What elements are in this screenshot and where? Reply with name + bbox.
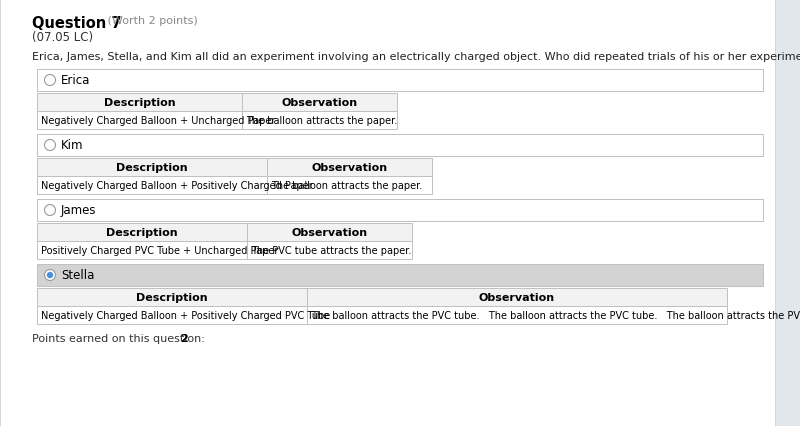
Text: Kim: Kim: [61, 139, 83, 152]
Text: Erica: Erica: [61, 74, 90, 87]
Bar: [37, 70, 763, 92]
Text: The balloon attracts the PVC tube.   The balloon attracts the PVC tube.   The ba: The balloon attracts the PVC tube. The b…: [311, 310, 800, 320]
Text: (07.05 LC): (07.05 LC): [32, 31, 93, 44]
Bar: [242, 112, 397, 130]
Text: Description: Description: [136, 292, 208, 302]
Text: Description: Description: [104, 98, 175, 108]
Circle shape: [45, 205, 55, 216]
Text: Observation: Observation: [479, 292, 555, 302]
Circle shape: [45, 75, 55, 86]
Bar: [37, 265, 763, 286]
Bar: [247, 224, 412, 242]
Bar: [37, 224, 247, 242]
Text: Observation: Observation: [311, 163, 387, 173]
Text: Negatively Charged Balloon + Positively Charged Paper: Negatively Charged Balloon + Positively …: [41, 181, 313, 190]
Text: Observation: Observation: [282, 98, 358, 108]
Circle shape: [45, 140, 55, 151]
Text: Negatively Charged Balloon + Positively Charged PVC Tube: Negatively Charged Balloon + Positively …: [41, 310, 330, 320]
Text: Points earned on this question:: Points earned on this question:: [32, 333, 208, 343]
Bar: [37, 112, 242, 130]
Text: The PVC tube attracts the paper.: The PVC tube attracts the paper.: [251, 245, 411, 256]
Bar: [37, 135, 763, 157]
Bar: [307, 306, 727, 324]
Bar: [37, 94, 242, 112]
Bar: [37, 158, 267, 177]
Text: The balloon attracts the paper.: The balloon attracts the paper.: [246, 116, 398, 126]
Text: Question 7: Question 7: [32, 16, 122, 31]
Text: (Worth 2 points): (Worth 2 points): [104, 16, 198, 26]
Text: James: James: [61, 204, 97, 217]
Bar: [267, 177, 432, 195]
Bar: [267, 158, 432, 177]
Text: Stella: Stella: [61, 269, 94, 282]
Text: Positively Charged PVC Tube + Uncharged Paper: Positively Charged PVC Tube + Uncharged …: [41, 245, 278, 256]
Bar: [37, 306, 307, 324]
Circle shape: [45, 270, 55, 281]
Text: Negatively Charged Balloon + Uncharged Paper: Negatively Charged Balloon + Uncharged P…: [41, 116, 275, 126]
Bar: [37, 177, 267, 195]
Text: Observation: Observation: [291, 227, 367, 237]
Bar: [242, 94, 397, 112]
Text: Erica, James, Stella, and Kim all did an experiment involving an electrically ch: Erica, James, Stella, and Kim all did an…: [32, 52, 800, 62]
Bar: [307, 288, 727, 306]
Text: 2: 2: [180, 333, 188, 343]
Bar: [247, 242, 412, 259]
Text: The balloon attracts the paper.: The balloon attracts the paper.: [271, 181, 422, 190]
Bar: [37, 199, 763, 222]
Text: Description: Description: [116, 163, 188, 173]
Text: Description: Description: [106, 227, 178, 237]
Circle shape: [46, 272, 53, 279]
Bar: [37, 288, 307, 306]
Bar: [37, 242, 247, 259]
